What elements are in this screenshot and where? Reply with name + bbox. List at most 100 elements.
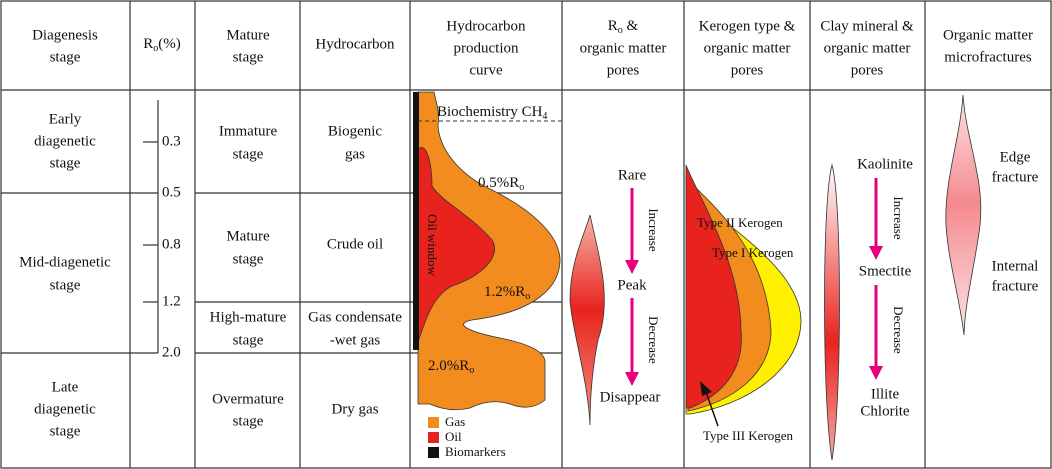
stage-text: diagenetic (34, 401, 96, 417)
header-text: & (623, 18, 639, 34)
fracture-spindle (945, 94, 982, 336)
hydrocarbon-text: Dry gas (331, 401, 378, 417)
header-text: pores (607, 62, 640, 78)
clay-label: Decrease (891, 306, 906, 354)
fracture-label: fracture (992, 278, 1039, 294)
arrow-head (869, 246, 883, 260)
clay-label: Kaolinite (857, 156, 913, 172)
header-text: Clay mineral & (820, 18, 914, 34)
label: 1.2%R (484, 284, 525, 300)
oil-area (417, 147, 495, 343)
header-text: Mature (226, 27, 270, 43)
fracture-label: fracture (992, 169, 1039, 185)
legend-swatch (428, 432, 439, 443)
legend-label: Gas (445, 414, 465, 429)
kerogen-label: Type II Kerogen (697, 215, 783, 230)
header: Diagenesis stage Ro(%) Mature stage Hydr… (32, 18, 1033, 78)
legend-label: Oil (445, 429, 462, 444)
header-text: microfractures (944, 49, 1032, 65)
header-text: Kerogen type & (699, 18, 796, 34)
curve-label: Biochemistry CH4 (437, 104, 547, 122)
ro-pores: Rare Increase Peak Decrease Disappear (569, 167, 661, 426)
kerogen-label: Type I Kerogen (712, 245, 794, 260)
hydrocarbons: Biogenic gas Crude oil Gas condensate -w… (308, 123, 402, 417)
header-text: stage (50, 49, 81, 65)
clay-label: Illite (871, 386, 900, 402)
hydrocarbon-text: Crude oil (327, 236, 383, 252)
arrow-head (869, 366, 883, 380)
kerogen: Type II Kerogen Type I Kerogen Type III … (685, 164, 802, 443)
stage-text: Early (49, 111, 82, 127)
pore-spindle (569, 214, 605, 426)
clay-label: Chlorite (860, 403, 910, 419)
diagenesis-stages: Early diagenetic stage Mid-diagenetic st… (19, 111, 111, 439)
mature-text: High-mature (210, 309, 287, 325)
header-text: organic matter (824, 40, 911, 56)
pore-label: Peak (617, 277, 647, 293)
ro-value: 2.0 (162, 344, 181, 360)
pointer (705, 391, 719, 427)
subscript: o (469, 365, 474, 376)
stage-text: stage (50, 277, 81, 293)
biomarker-bar (413, 92, 419, 350)
curve-label: 2.0%Ro (428, 358, 474, 376)
header-text: Organic matter (943, 27, 1033, 43)
subscript: o (153, 43, 158, 54)
ro-value: 0.5 (162, 184, 181, 200)
fracture-label: Edge (1000, 149, 1031, 165)
stage-text: Late (52, 379, 79, 395)
header-text: organic matter (704, 40, 791, 56)
subscript: o (618, 25, 623, 36)
pore-label: Increase (646, 208, 661, 252)
pointer-head (700, 381, 712, 396)
fracture-label: Internal (992, 258, 1039, 274)
header-text: production (454, 40, 519, 56)
legend-swatch (428, 417, 439, 428)
subscript: o (519, 182, 524, 193)
legend-label: Biomarkers (445, 444, 506, 459)
label: Biochemistry CH (437, 104, 543, 120)
kerogen-type-iii (685, 164, 742, 409)
hydrocarbon-text: -wet gas (330, 332, 381, 348)
mature-text: Immature (219, 123, 278, 139)
symbol: R (143, 36, 153, 52)
stage-text: Mid-diagenetic (19, 254, 111, 270)
clay-spindle (824, 163, 840, 461)
hydrocarbon-text: gas (345, 146, 365, 162)
oil-window-label: Oil window (425, 214, 440, 276)
header-text: organic matter (580, 40, 667, 56)
hydrocarbon-text: Gas condensate (308, 309, 402, 325)
header-text: Hydrocarbon (315, 36, 395, 52)
header-text: Diagenesis (32, 27, 98, 43)
header-text: pores (731, 62, 764, 78)
mature-text: Mature (226, 228, 270, 244)
label: 2.0%R (428, 358, 469, 374)
legend-swatch (428, 447, 439, 458)
stage-text: stage (50, 423, 81, 439)
arrow-head (625, 372, 639, 386)
unit: (%) (158, 36, 181, 52)
fractures: Edge fracture Internal fracture (945, 94, 1039, 336)
pore-label: Rare (618, 167, 647, 183)
ro-value: 1.2 (162, 293, 181, 309)
label: 0.5%R (478, 175, 519, 191)
pore-label: Disappear (600, 389, 661, 405)
header-text: stage (233, 49, 264, 65)
header-text: pores (851, 62, 884, 78)
ro-value: 0.8 (162, 236, 181, 252)
curve-label: 0.5%Ro (478, 175, 524, 193)
stage-text: diagenetic (34, 133, 96, 149)
kerogen-label: Type III Kerogen (703, 428, 794, 443)
hydrocarbon-text: Biogenic (328, 123, 382, 139)
stage-text: stage (50, 155, 81, 171)
symbol: R (608, 18, 618, 34)
header-text: curve (469, 62, 503, 78)
mature-stages: Immature stage Mature stage High-mature … (210, 123, 287, 429)
mature-text: stage (233, 413, 264, 429)
pore-label: Decrease (646, 316, 661, 364)
clay-label: Increase (891, 196, 906, 240)
mature-text: Overmature (212, 391, 284, 407)
